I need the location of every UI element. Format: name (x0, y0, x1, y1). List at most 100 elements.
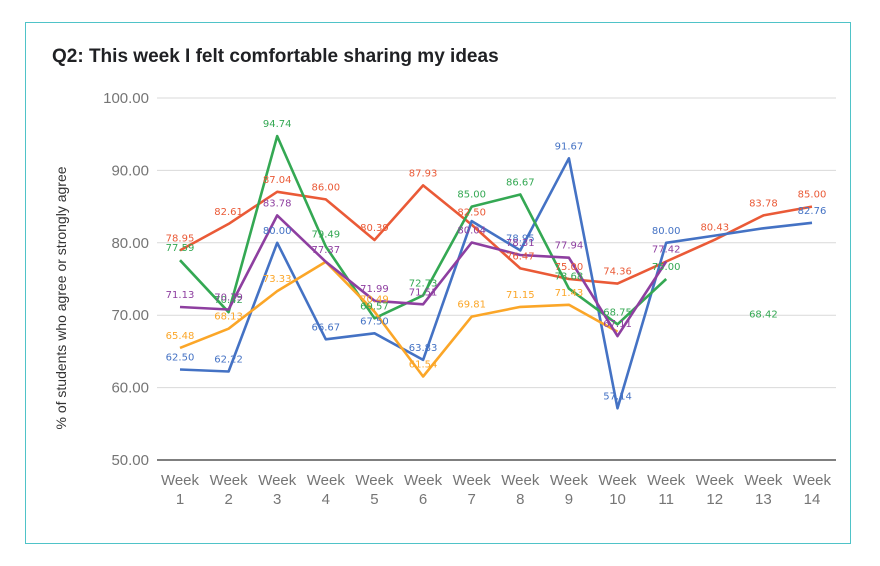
data-label: 82.76 (798, 206, 827, 217)
data-label: 63.83 (409, 343, 438, 354)
data-label: 67.50 (360, 316, 389, 327)
data-label: 69.57 (360, 301, 389, 312)
data-label: 80.00 (263, 226, 292, 237)
x-tick-line1: Week (550, 472, 589, 489)
x-tick-line1: Week (793, 472, 832, 489)
x-tick-label: Week 11 (647, 472, 686, 508)
data-labels: 78.95 82.61 87.04 86.00 80.39 87.93 82.50 76.47… (166, 119, 827, 402)
y-tick-label: 90.00 (111, 162, 149, 179)
x-tick-line2: 14 (804, 491, 821, 508)
data-label: 77.94 (555, 241, 584, 252)
y-tick-label: 100.00 (103, 90, 149, 107)
data-label: 67.11 (603, 319, 632, 330)
data-label: 86.00 (312, 182, 341, 193)
data-label: 71.43 (555, 288, 584, 299)
data-label: 61.54 (409, 359, 438, 370)
data-label: 83.78 (263, 198, 292, 209)
x-tick-line2: 7 (468, 491, 476, 508)
x-tick-line2: 12 (706, 491, 723, 508)
data-label: 78.95 (506, 233, 535, 244)
data-label: 70.49 (360, 295, 389, 306)
data-label: 80.04 (457, 226, 486, 237)
data-label: 77.42 (652, 244, 681, 255)
data-label: 74.36 (603, 267, 632, 278)
gridlines (157, 97, 836, 461)
x-tick-label: Week 8 (501, 472, 540, 508)
x-tick-line2: 1 (176, 491, 184, 508)
x-tick-line1: Week (647, 472, 686, 489)
data-label: 71.51 (409, 287, 438, 298)
data-label: 65.48 (166, 331, 195, 342)
data-label: 57.14 (603, 391, 632, 402)
data-label: 86.67 (506, 178, 535, 189)
series-line-1 (179, 184, 813, 285)
data-label: 83.78 (749, 198, 778, 209)
chart-frame (25, 22, 851, 544)
data-label: 71.15 (506, 290, 535, 301)
data-label: 71.99 (360, 284, 389, 295)
y-tick-label: 70.00 (111, 307, 149, 324)
x-tick-line1: Week (453, 472, 492, 489)
x-tick-label: Week 9 (550, 472, 589, 508)
x-tick-line1: Week (501, 472, 540, 489)
x-tick-line2: 3 (273, 491, 281, 508)
data-label: 75.00 (652, 262, 681, 273)
y-axis-ticks: 50.00 60.00 70.00 80.00 90.00 100.00 (103, 90, 149, 469)
data-label: 72.73 (409, 278, 438, 289)
x-tick-label: Week 13 (744, 472, 783, 508)
data-label: 82.50 (457, 208, 486, 219)
data-label: 73.68 (555, 272, 584, 283)
data-label: 76.47 (506, 251, 535, 262)
x-tick-label: Week 3 (258, 472, 297, 508)
data-label: 78.95 (166, 233, 195, 244)
x-tick-line1: Week (744, 472, 783, 489)
data-label: 82.61 (214, 207, 243, 218)
data-label: 79.49 (312, 229, 341, 240)
x-tick-line2: 13 (755, 491, 772, 508)
x-tick-line2: 4 (322, 491, 330, 508)
x-tick-line1: Week (355, 472, 394, 489)
data-label: 91.67 (555, 141, 584, 152)
data-label: 78.31 (506, 238, 535, 249)
data-label: 68.42 (749, 310, 778, 321)
data-label: 70.79 (214, 292, 243, 303)
x-tick-line1: Week (161, 472, 200, 489)
x-tick-label: Week 7 (453, 472, 492, 508)
x-tick-line1: Week (404, 472, 443, 489)
x-tick-label: Week 14 (793, 472, 832, 508)
x-axis-ticks: Week 1 Week 2 Week 3 Week 4 Week 5 Week 6 Week 7 Week 8… (161, 472, 832, 508)
x-tick-label: Week 5 (355, 472, 394, 508)
data-label: 62.22 (214, 355, 243, 366)
data-label: 75.00 (555, 262, 584, 273)
series-lines (179, 136, 813, 410)
x-tick-line1: Week (258, 472, 297, 489)
x-tick-line2: 8 (516, 491, 524, 508)
x-tick-label: Week 1 (161, 472, 200, 508)
series-line-5 (179, 214, 668, 338)
y-tick-label: 80.00 (111, 235, 149, 252)
x-tick-line2: 9 (565, 491, 573, 508)
x-tick-line1: Week (307, 472, 346, 489)
data-label: 68.13 (214, 312, 243, 323)
y-axis-label: % of students who agree or strongly agre… (53, 166, 69, 429)
data-label: 85.00 (457, 190, 486, 201)
data-label: 87.04 (263, 175, 292, 186)
series-line-2 (179, 157, 813, 410)
data-label: 80.39 (360, 223, 389, 234)
x-tick-line1: Week (598, 472, 637, 489)
x-tick-line2: 2 (224, 491, 232, 508)
x-tick-line2: 10 (609, 491, 626, 508)
x-tick-label: Week 2 (210, 472, 249, 508)
data-label: 94.74 (263, 119, 292, 130)
y-tick-label: 60.00 (111, 380, 149, 397)
x-tick-line1: Week (210, 472, 249, 489)
data-label: 70.42 (214, 295, 243, 306)
data-label: 80.00 (652, 226, 681, 237)
x-tick-label: Week 4 (307, 472, 346, 508)
data-label: 71.13 (166, 290, 195, 301)
x-tick-line2: 5 (370, 491, 378, 508)
y-tick-label: 50.00 (111, 452, 149, 469)
x-tick-line1: Week (696, 472, 735, 489)
data-label: 87.93 (409, 168, 438, 179)
